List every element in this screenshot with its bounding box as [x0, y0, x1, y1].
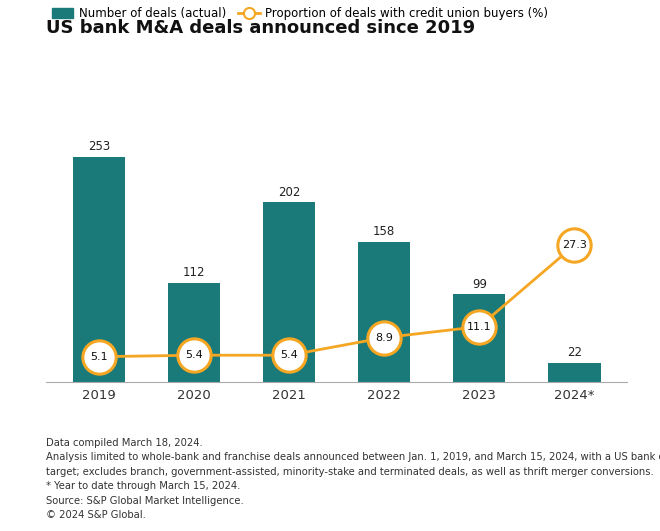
Bar: [263, 202, 315, 382]
Text: 5.4: 5.4: [280, 350, 298, 360]
Text: 99: 99: [472, 278, 487, 290]
Bar: [358, 242, 411, 382]
Bar: [548, 363, 601, 382]
Bar: [73, 157, 125, 382]
Text: 112: 112: [183, 266, 205, 279]
Legend: Number of deals (actual), Proportion of deals with credit union buyers (%): Number of deals (actual), Proportion of …: [52, 7, 548, 20]
Text: 5.1: 5.1: [90, 352, 108, 362]
Text: 202: 202: [278, 186, 300, 199]
Text: Data compiled March 18, 2024.
Analysis limited to whole-bank and franchise deals: Data compiled March 18, 2024. Analysis l…: [46, 438, 660, 520]
Text: 22: 22: [567, 346, 582, 359]
Text: US bank M&A deals announced since 2019: US bank M&A deals announced since 2019: [46, 19, 475, 37]
Text: 27.3: 27.3: [562, 240, 587, 250]
Bar: [453, 294, 506, 382]
Text: 5.4: 5.4: [185, 350, 203, 360]
Text: 11.1: 11.1: [467, 322, 492, 331]
Text: 158: 158: [373, 225, 395, 238]
Text: 253: 253: [88, 140, 110, 153]
Text: 8.9: 8.9: [376, 332, 393, 342]
Bar: [168, 282, 220, 382]
